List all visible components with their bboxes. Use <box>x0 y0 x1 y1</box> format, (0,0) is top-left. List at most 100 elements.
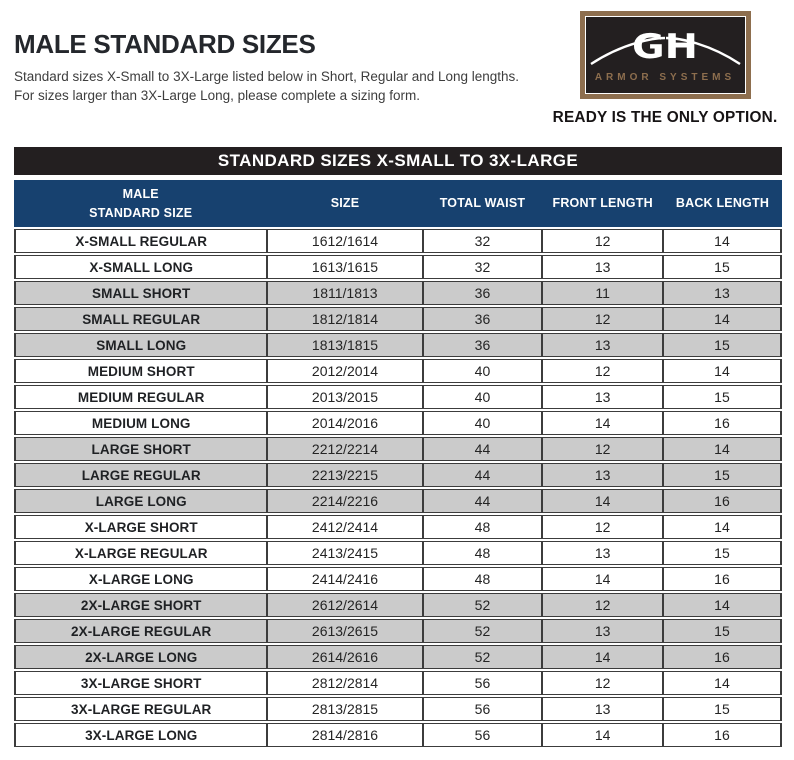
cell-size: 2814/2816 <box>267 723 423 747</box>
cell-size: 2012/2014 <box>267 359 423 383</box>
cell-back: 16 <box>662 645 782 669</box>
cell-size: 2612/2614 <box>267 593 423 617</box>
cell-waist: 32 <box>422 255 543 279</box>
cell-size: 1613/1615 <box>267 255 423 279</box>
cell-waist: 56 <box>422 671 543 695</box>
cell-size: 1811/1813 <box>267 281 423 305</box>
table-row: MEDIUM LONG 2014/2016 40 14 16 <box>14 411 782 435</box>
cell-label: 3X-LARGE LONG <box>14 723 268 747</box>
cell-size: 2014/2016 <box>267 411 423 435</box>
cell-size: 2613/2615 <box>267 619 423 643</box>
cell-back: 16 <box>662 723 782 747</box>
cell-label: LARGE LONG <box>14 489 268 513</box>
cell-front: 13 <box>542 619 663 643</box>
cell-back: 15 <box>662 541 782 565</box>
cell-waist: 56 <box>422 723 543 747</box>
cell-waist: 32 <box>422 229 543 253</box>
col-header-total-waist: TOTAL WAIST <box>422 180 543 227</box>
cell-waist: 36 <box>422 307 543 331</box>
cell-waist: 44 <box>422 437 543 461</box>
cell-label: 2X-LARGE LONG <box>14 645 268 669</box>
logo-company-name: ARMOR SYSTEMS <box>594 72 734 83</box>
gh-armor-logo: GH ARMOR SYSTEMS <box>579 11 751 99</box>
cell-front: 12 <box>542 359 663 383</box>
cell-waist: 40 <box>422 411 543 435</box>
cell-label: X-LARGE REGULAR <box>14 541 268 565</box>
cell-back: 13 <box>662 281 782 305</box>
table-row: X-SMALL LONG 1613/1615 32 13 15 <box>14 255 782 279</box>
cell-back: 15 <box>662 255 782 279</box>
cell-size: 2812/2814 <box>267 671 423 695</box>
cell-size: 1812/1814 <box>267 307 423 331</box>
size-table-header: MALE STANDARD SIZE SIZE TOTAL WAIST FRON… <box>14 180 782 227</box>
cell-front: 14 <box>542 567 663 591</box>
col-header-size: SIZE <box>267 180 423 227</box>
table-row: LARGE REGULAR 2213/2215 44 13 15 <box>14 463 782 487</box>
col-header-line-2: STANDARD SIZE <box>89 205 193 220</box>
cell-front: 14 <box>542 411 663 435</box>
table-row: X-LARGE SHORT 2412/2414 48 12 14 <box>14 515 782 539</box>
col-header-line-1: MALE <box>122 187 159 202</box>
cell-label: MEDIUM REGULAR <box>14 385 268 409</box>
cell-back: 14 <box>662 307 782 331</box>
cell-label: 3X-LARGE SHORT <box>14 671 268 695</box>
cell-back: 16 <box>662 411 782 435</box>
col-header-male-standard-size: MALE STANDARD SIZE <box>14 180 268 227</box>
intro-block: MALE STANDARD SIZES Standard sizes X-Sma… <box>14 0 519 105</box>
cell-size: 2412/2414 <box>267 515 423 539</box>
size-table-body: X-SMALL REGULAR 1612/1614 32 12 14 X-SMALL LO… <box>14 229 782 747</box>
cell-waist: 40 <box>422 359 543 383</box>
table-row: 2X-LARGE REGULAR 2613/2615 52 13 15 <box>14 619 782 643</box>
cell-front: 13 <box>542 697 663 721</box>
cell-size: 2813/2815 <box>267 697 423 721</box>
cell-label: SMALL REGULAR <box>14 307 268 331</box>
cell-back: 15 <box>662 463 782 487</box>
cell-size: 2614/2616 <box>267 645 423 669</box>
cell-front: 12 <box>542 307 663 331</box>
logo-monogram: GH <box>632 27 698 67</box>
cell-front: 12 <box>542 593 663 617</box>
cell-front: 12 <box>542 515 663 539</box>
table-row: SMALL SHORT 1811/1813 36 11 13 <box>14 281 782 305</box>
cell-waist: 44 <box>422 489 543 513</box>
cell-front: 13 <box>542 333 663 357</box>
table-row: 3X-LARGE SHORT 2812/2814 56 12 14 <box>14 671 782 695</box>
cell-size: 2212/2214 <box>267 437 423 461</box>
cell-front: 12 <box>542 437 663 461</box>
cell-front: 14 <box>542 723 663 747</box>
page-header: MALE STANDARD SIZES Standard sizes X-Sma… <box>14 0 782 127</box>
cell-front: 13 <box>542 255 663 279</box>
table-row: 2X-LARGE LONG 2614/2616 52 14 16 <box>14 645 782 669</box>
cell-back: 15 <box>662 385 782 409</box>
cell-back: 14 <box>662 671 782 695</box>
cell-back: 15 <box>662 697 782 721</box>
cell-label: MEDIUM SHORT <box>14 359 268 383</box>
table-row: X-SMALL REGULAR 1612/1614 32 12 14 <box>14 229 782 253</box>
intro-line-2: For sizes larger than 3X-Large Long, ple… <box>14 87 420 103</box>
cell-size: 2414/2416 <box>267 567 423 591</box>
cell-back: 14 <box>662 515 782 539</box>
cell-back: 16 <box>662 489 782 513</box>
cell-waist: 48 <box>422 515 543 539</box>
cell-back: 15 <box>662 333 782 357</box>
col-header-front-length: FRONT LENGTH <box>542 180 663 227</box>
table-row: X-LARGE REGULAR 2413/2415 48 13 15 <box>14 541 782 565</box>
cell-size: 2013/2015 <box>267 385 423 409</box>
table-row: 2X-LARGE SHORT 2612/2614 52 12 14 <box>14 593 782 617</box>
table-row: SMALL LONG 1813/1815 36 13 15 <box>14 333 782 357</box>
cell-size: 1612/1614 <box>267 229 423 253</box>
cell-label: 2X-LARGE REGULAR <box>14 619 268 643</box>
cell-label: MEDIUM LONG <box>14 411 268 435</box>
cell-back: 14 <box>662 359 782 383</box>
brand-block: GH ARMOR SYSTEMS READY IS THE ONLY OPTIO… <box>548 0 782 127</box>
cell-front: 13 <box>542 385 663 409</box>
cell-label: X-SMALL REGULAR <box>14 229 268 253</box>
cell-label: LARGE REGULAR <box>14 463 268 487</box>
cell-waist: 52 <box>422 645 543 669</box>
cell-front: 11 <box>542 281 663 305</box>
cell-back: 14 <box>662 593 782 617</box>
cell-back: 14 <box>662 437 782 461</box>
intro-text: Standard sizes X-Small to 3X-Large liste… <box>14 68 519 105</box>
gh-swoosh-icon <box>589 36 741 66</box>
